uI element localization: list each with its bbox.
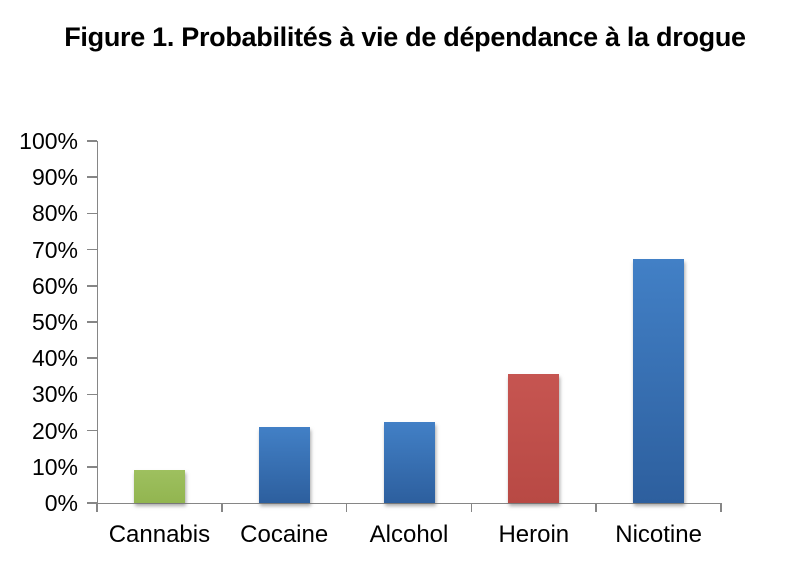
y-axis-tick [87,176,97,178]
x-axis-label-heroin: Heroin [498,521,570,548]
y-axis-tick [87,502,97,504]
y-axis-tick-label: 50% [31,309,78,335]
y-axis-tick-label: 70% [31,236,78,263]
x-axis-label-nicotine: Nicotine [615,521,702,548]
plot-area [97,141,722,504]
y-axis-tick [87,321,97,323]
x-axis-tick [96,503,98,512]
y-axis-tick-label: 30% [31,381,78,408]
bar-alcohol [383,421,435,503]
y-axis-tick-label: 80% [31,200,78,227]
x-axis-tick [221,503,223,512]
y-axis-tick [87,140,97,142]
y-axis-tick-label: 10% [31,453,78,480]
y-axis-tick-label: 60% [31,272,78,299]
y-axis-tick [87,357,97,359]
y-axis-tick [87,212,97,215]
y-axis-tick [87,393,97,396]
y-axis-tick-label: 90% [31,164,78,191]
x-axis-label-alcohol: Alcohol [369,521,449,548]
y-axis-tick-label: 0% [44,490,78,516]
x-axis-label-cocaine: Cocaine [240,521,329,548]
y-axis-tick [87,285,97,287]
chart-title: Figure 1. Probabilités à vie de dépendan… [64,22,746,52]
y-axis-tick-label: 100% [19,128,78,154]
x-axis-tick [720,503,722,512]
x-axis-label-cannabis: Cannabis [108,521,211,548]
y-axis-tick-label: 40% [31,345,78,372]
y-axis-tick-label: 20% [31,417,78,444]
x-axis-tick [470,503,473,512]
bar-heroin [508,374,560,503]
y-axis-tick [87,429,97,432]
bar-cannabis [133,470,185,503]
y-axis-tick [87,466,97,468]
bar-nicotine [633,258,685,503]
bar-cocaine [258,426,310,503]
y-axis-tick [87,248,97,251]
x-axis-tick [595,503,597,512]
x-axis-tick [345,503,348,512]
